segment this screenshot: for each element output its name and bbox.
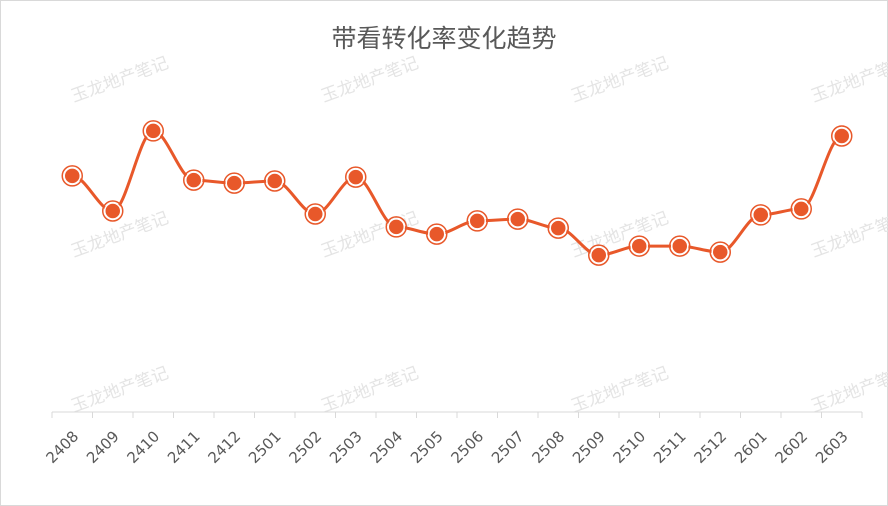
marker-dot [590,246,608,264]
marker [142,120,164,142]
marker-dot [792,200,810,218]
marker-dot [428,225,446,243]
marker-dot [549,219,567,237]
marker-dot [104,202,122,220]
marker [628,235,650,257]
marker [669,235,691,257]
marker-dot [266,172,284,190]
marker [588,244,610,266]
marker [345,166,367,188]
marker-dot [306,205,324,223]
marker-dot [630,237,648,255]
marker [507,208,529,230]
marker [831,125,853,147]
marker-dot [752,206,770,224]
marker [385,216,407,238]
marker-dot [185,171,203,189]
chart-title: 带看转化率变化趋势 [331,24,556,53]
marker-dot [468,212,486,230]
marker-dot [387,218,405,236]
marker-dot [144,122,162,140]
marker-dot [347,168,365,186]
marker-dot [509,210,527,228]
marker [61,165,83,187]
marker [304,203,326,225]
marker-dot [225,174,243,192]
marker [750,204,772,226]
marker-dot [711,243,729,261]
marker [223,172,245,194]
marker [183,169,205,191]
marker [264,170,286,192]
marker [790,198,812,220]
marker-dot [671,237,689,255]
marker [547,217,569,239]
marker [426,223,448,245]
marker-dot [63,167,81,185]
marker-dot [833,127,851,145]
marker [102,200,124,222]
marker [466,210,488,232]
marker [709,241,731,263]
